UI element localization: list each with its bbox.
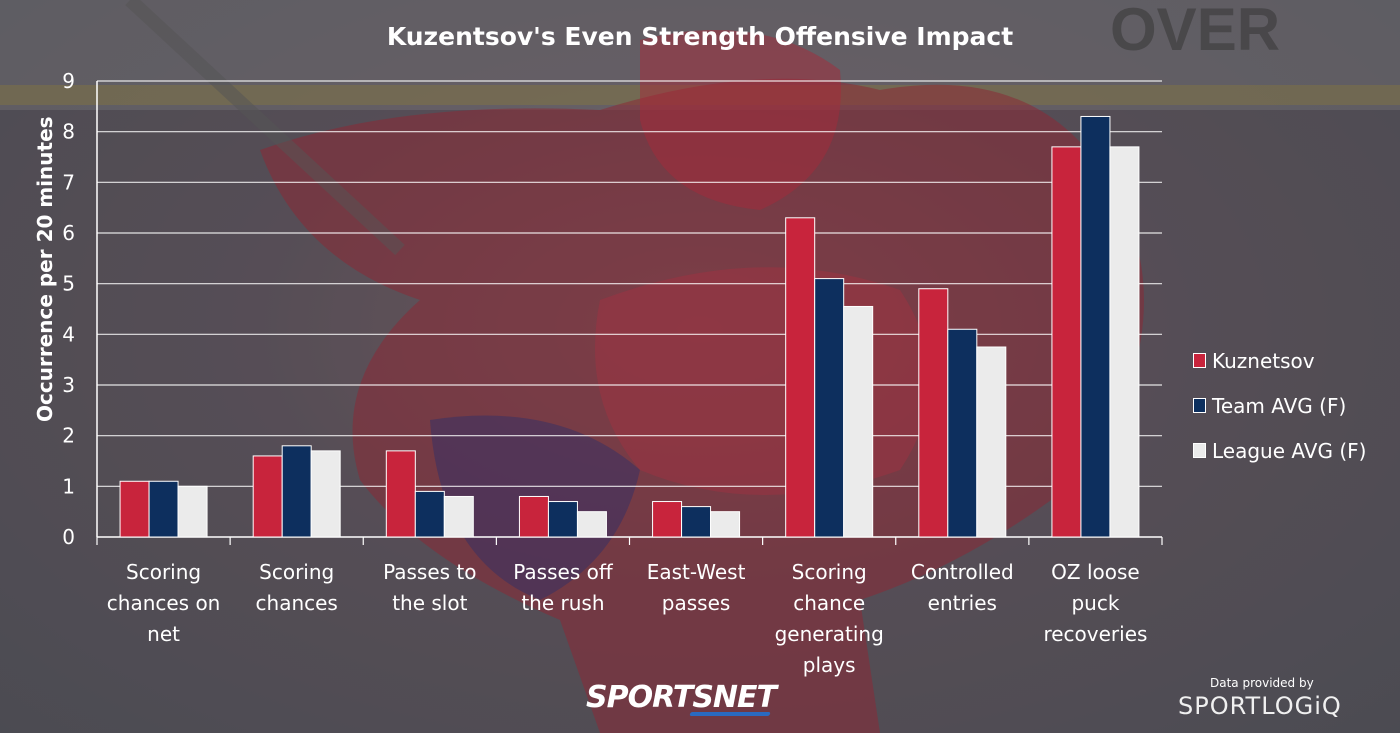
- legend-swatch-league-avg: [1193, 443, 1206, 458]
- x-tick-label: Scoring: [259, 560, 334, 584]
- x-tick-label: OZ loose: [1051, 560, 1140, 584]
- y-tick-label: 3: [62, 373, 75, 397]
- x-tick-label: puck: [1071, 591, 1119, 615]
- chart-legend: Kuznetsov Team AVG (F) League AVG (F): [1193, 338, 1366, 473]
- sportsnet-logo: SPORTSNET: [586, 680, 777, 715]
- y-tick-label: 4: [62, 322, 75, 346]
- bar: [414, 490, 445, 538]
- chart-title: Kuzentsov's Even Strength Offensive Impa…: [386, 22, 1014, 51]
- y-tick-label: 5: [62, 272, 75, 296]
- x-tick-label: Passes off: [513, 560, 614, 584]
- x-tick-label: passes: [662, 591, 731, 615]
- bar: [947, 328, 978, 538]
- x-tick-label: the slot: [392, 591, 467, 615]
- x-tick-label: Scoring: [126, 560, 201, 584]
- y-tick-label: 8: [62, 120, 75, 144]
- x-tick-label: plays: [803, 653, 856, 677]
- bar: [710, 511, 741, 538]
- bar: [1109, 146, 1140, 538]
- bar: [652, 501, 683, 538]
- x-tick-label: generating: [775, 622, 884, 646]
- x-tick-label: entries: [928, 591, 997, 615]
- svg-text:OVER: OVER: [1110, 0, 1280, 63]
- x-tick-label: the rush: [521, 591, 604, 615]
- sportlogiq-logo: SPORTLOGiQ: [1178, 692, 1342, 720]
- bar: [310, 450, 341, 538]
- legend-swatch-team-avg: [1193, 398, 1206, 413]
- x-tick-label: net: [147, 622, 180, 646]
- y-tick-label: 6: [62, 221, 75, 245]
- bar: [443, 495, 474, 538]
- y-tick-label: 7: [62, 170, 75, 194]
- bar: [1051, 146, 1082, 538]
- bar: [918, 288, 949, 538]
- bar: [281, 445, 312, 538]
- bar: [785, 217, 816, 538]
- x-tick-label: Controlled: [911, 560, 1014, 584]
- bar: [576, 511, 607, 538]
- bar: [385, 450, 416, 538]
- legend-label-kuznetsov: Kuznetsov: [1212, 348, 1315, 373]
- legend-item-team-avg: Team AVG (F): [1193, 383, 1366, 428]
- y-tick-label: 1: [62, 474, 75, 498]
- x-tick-label: Passes to: [383, 560, 476, 584]
- legend-item-league-avg: League AVG (F): [1193, 428, 1366, 473]
- data-provided-by-label: Data provided by: [1210, 676, 1314, 690]
- legend-label-team-avg: Team AVG (F): [1212, 393, 1347, 418]
- y-tick-label: 2: [62, 424, 75, 448]
- bar: [119, 480, 150, 538]
- legend-swatch-kuznetsov: [1193, 353, 1206, 368]
- bar: [177, 485, 208, 538]
- bar: [252, 455, 283, 538]
- legend-label-league-avg: League AVG (F): [1212, 438, 1367, 463]
- bar: [1080, 115, 1111, 538]
- y-tick-label: 9: [62, 69, 75, 93]
- x-tick-label: recoveries: [1043, 622, 1147, 646]
- bar: [148, 480, 179, 538]
- x-tick-label: chances: [256, 591, 338, 615]
- x-tick-label: Scoring: [792, 560, 867, 584]
- bar: [518, 495, 549, 538]
- x-tick-label: chance: [793, 591, 865, 615]
- sportsnet-logo-swoosh: [689, 712, 771, 716]
- bar: [814, 278, 845, 538]
- bar: [976, 346, 1007, 538]
- bar: [547, 501, 578, 538]
- legend-item-kuznetsov: Kuznetsov: [1193, 338, 1366, 383]
- bar: [843, 305, 874, 538]
- bar: [681, 506, 712, 538]
- x-tick-label: East-West: [647, 560, 746, 584]
- y-tick-label: 0: [62, 525, 75, 549]
- x-tick-label: chances on: [107, 591, 221, 615]
